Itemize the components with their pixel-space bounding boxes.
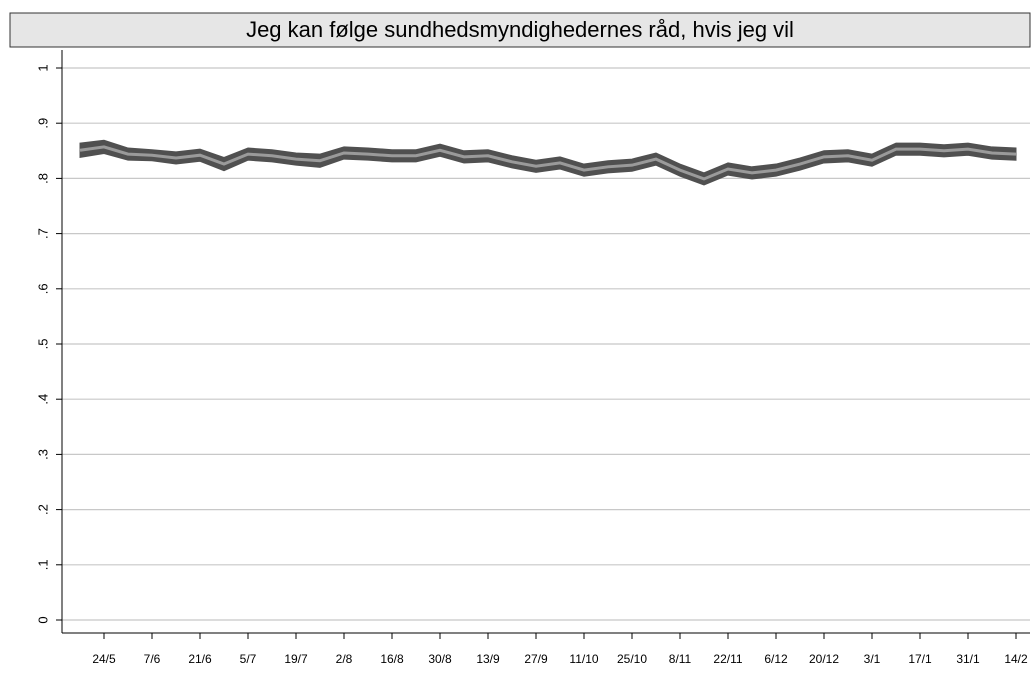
x-tick-label: 11/10	[569, 652, 598, 666]
y-tick-label: .2	[35, 504, 50, 515]
x-tick-label: 13/9	[476, 652, 500, 666]
x-tick-label: 20/12	[809, 652, 839, 666]
x-tick-label: 7/6	[144, 652, 161, 666]
x-tick-label: 27/9	[524, 652, 548, 666]
x-tick-label: 6/12	[764, 652, 788, 666]
x-tick-label: 2/8	[336, 652, 353, 666]
y-tick-label: .1	[35, 559, 50, 570]
y-tick-label: .9	[35, 118, 50, 129]
x-tick-label: 17/1	[908, 652, 932, 666]
x-tick-label: 14/2	[1004, 652, 1028, 666]
x-tick-label: 8/11	[669, 652, 692, 666]
x-tick-label: 30/8	[428, 652, 452, 666]
y-tick-label: .4	[35, 394, 50, 405]
y-tick-label: .6	[35, 283, 50, 294]
x-tick-label: 5/7	[240, 652, 257, 666]
mean-line	[79, 145, 1017, 181]
confidence-band	[79, 139, 1017, 186]
chart-title: Jeg kan følge sundhedsmyndighedernes råd…	[246, 17, 794, 42]
y-tick-label: .5	[35, 339, 50, 350]
x-tick-label: 25/10	[617, 652, 647, 666]
y-tick-label: .3	[35, 449, 50, 460]
y-tick-label: 1	[35, 64, 50, 71]
x-tick-label: 19/7	[284, 652, 308, 666]
x-tick-label: 16/8	[380, 652, 404, 666]
x-tick-label: 3/1	[864, 652, 881, 666]
x-tick-label: 24/5	[92, 652, 116, 666]
y-tick-label: 0	[35, 616, 50, 623]
x-tick-label: 21/6	[188, 652, 212, 666]
y-tick-label: .7	[35, 228, 50, 239]
y-tick-label: .8	[35, 173, 50, 184]
title-box	[9, 12, 1031, 48]
x-tick-label: 31/1	[956, 652, 980, 666]
x-tick-label: 22/11	[713, 652, 742, 666]
